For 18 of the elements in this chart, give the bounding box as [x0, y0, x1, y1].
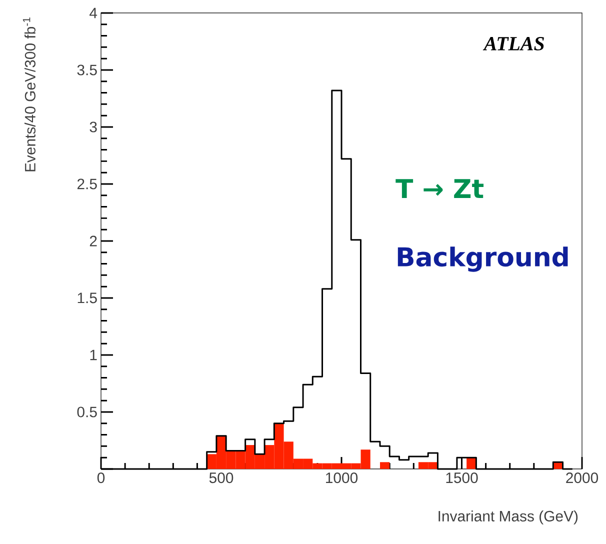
annotation: T → Zt — [396, 179, 484, 198]
y-tick-label: 4 — [90, 8, 98, 18]
x-tick-label: 1000 — [326, 472, 358, 484]
y-tick-label: 3 — [90, 122, 97, 132]
y-tick-label: 2.5 — [77, 178, 97, 190]
x-tick-label: 500 — [209, 472, 234, 484]
y-tick-label: 1.5 — [78, 292, 97, 304]
x-tick-label: 0 — [97, 472, 105, 484]
x-tick-label: 2000 — [566, 472, 598, 484]
y-tick-label: 1 — [90, 350, 97, 360]
y-tick-label: 0.5 — [77, 406, 97, 418]
annotation: Background — [398, 246, 568, 272]
x-tick-label: 1500 — [446, 472, 478, 484]
y-tick-label: 2 — [90, 236, 97, 246]
y-tick-label: 3.5 — [77, 64, 97, 76]
y-axis-title: Events/40 GeV/300 fb$^{-1}$ — [22, 18, 36, 172]
annotation: ATLAS — [482, 37, 544, 50]
x-axis-title: Invariant Mass (GeV) — [438, 510, 578, 524]
